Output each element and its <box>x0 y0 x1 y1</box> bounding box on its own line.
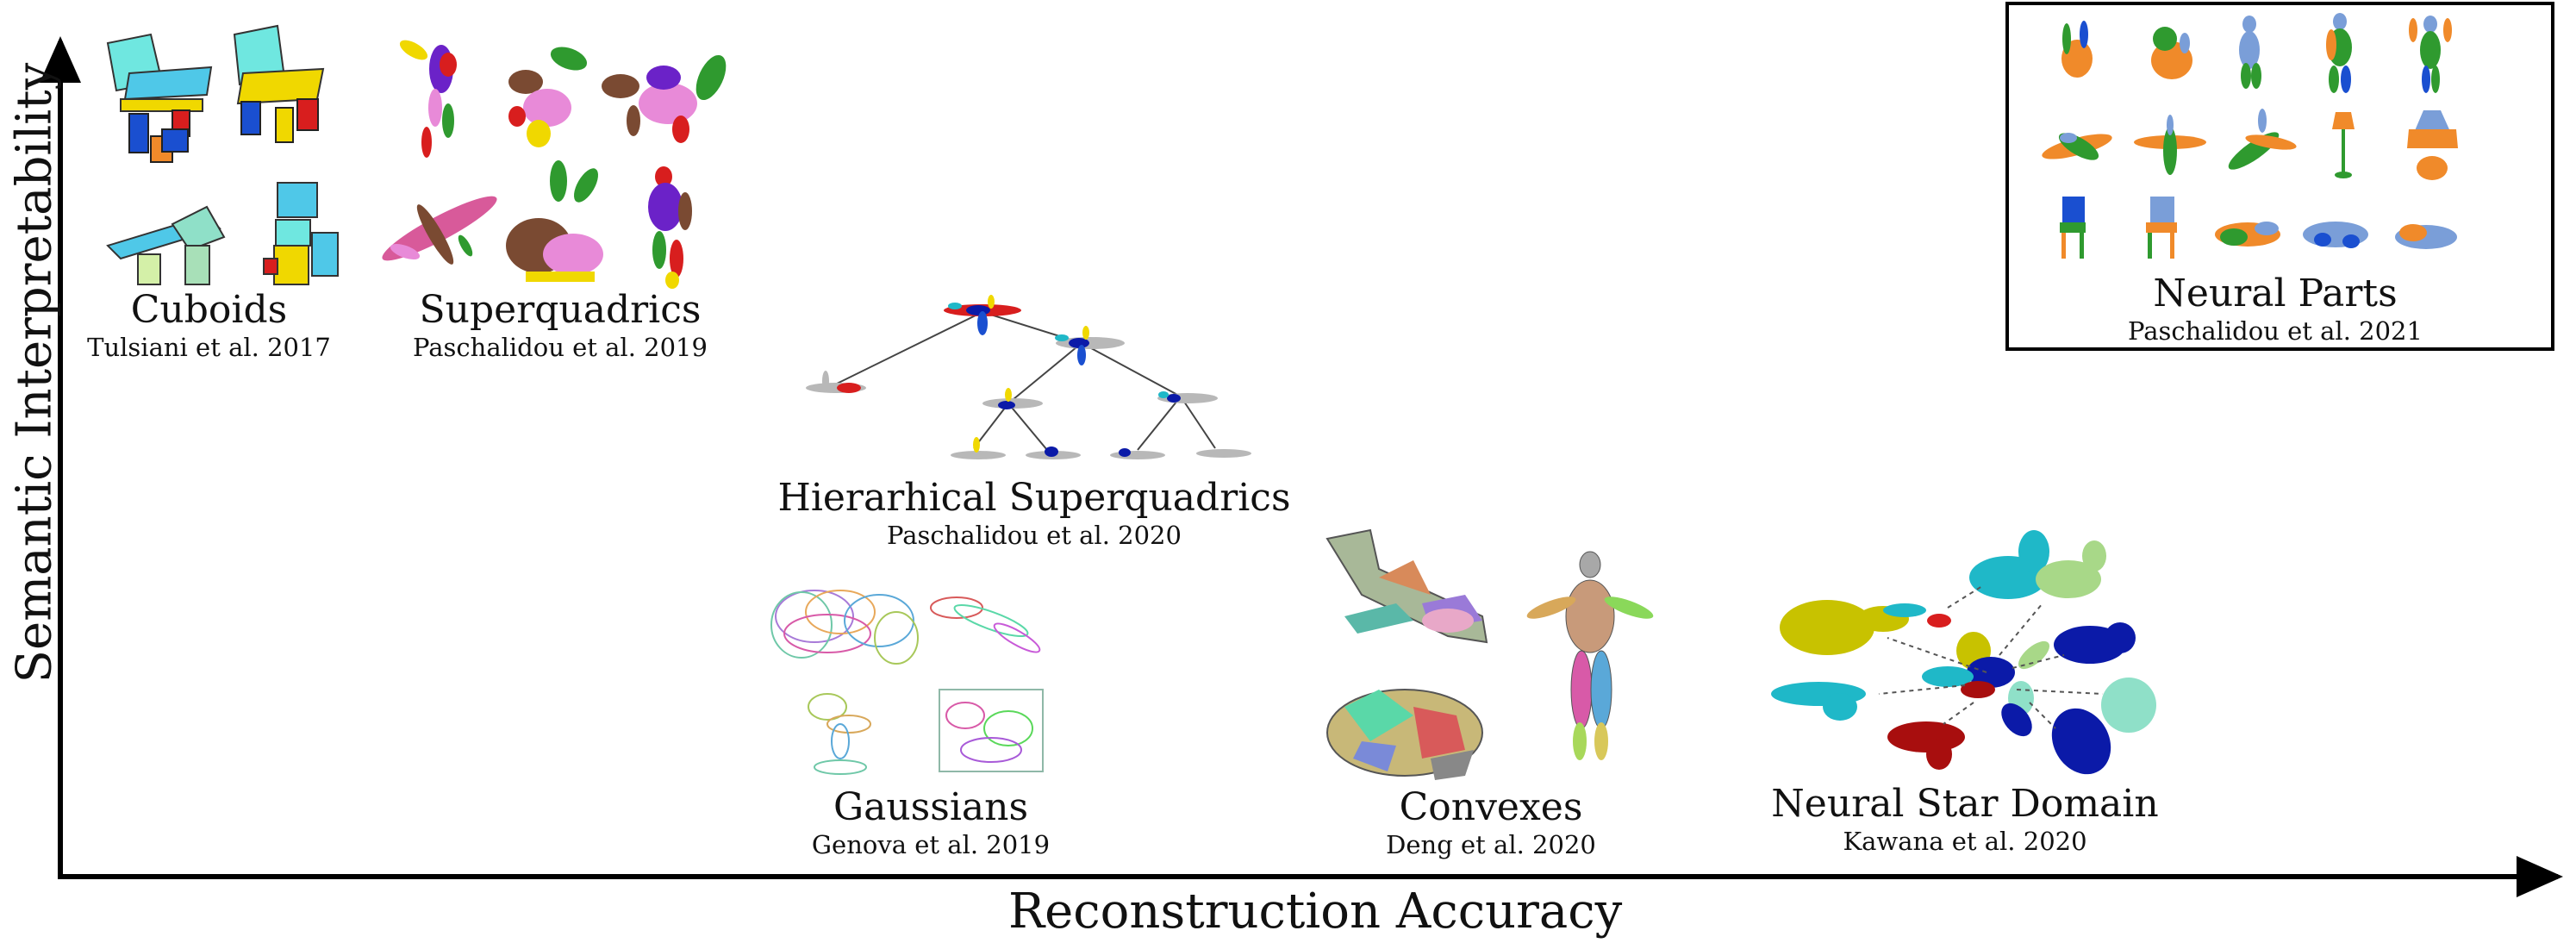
method-label-nsd: Neural Star Domain Kawana et al. 2020 <box>1724 783 2206 857</box>
method-citation: Tulsiani et al. 2017 <box>87 333 331 362</box>
method-citation: Paschalidou et al. 2019 <box>413 333 708 362</box>
method-name: Convexes <box>1399 785 1583 829</box>
method-label-cuboids: Cuboids Tulsiani et al. 2017 <box>52 289 366 363</box>
gaussians-shapes <box>770 590 1044 775</box>
method-citation: Paschalidou et al. 2021 <box>2128 316 2423 346</box>
method-name: Hierarhical Superquadrics <box>777 476 1291 520</box>
method-name: Superquadrics <box>419 288 702 332</box>
nsd-shapes <box>1771 530 2156 775</box>
method-citation: Deng et al. 2020 <box>1386 830 1596 859</box>
method-citation: Kawana et al. 2020 <box>1843 827 2087 856</box>
hierarchical-tree <box>806 295 1251 459</box>
method-name: Cuboids <box>130 288 288 332</box>
method-label-gaussians: Gaussians Genova et al. 2019 <box>758 786 1103 860</box>
method-label-neural-parts: Neural Parts Paschalidou et al. 2021 <box>2017 272 2534 347</box>
method-label-superquadrics: Superquadrics Paschalidou et al. 2019 <box>379 289 741 363</box>
method-name: Neural Parts <box>2153 272 2398 315</box>
method-citation: Paschalidou et al. 2020 <box>887 521 1182 550</box>
x-axis-title: Reconstruction Accuracy <box>1008 884 1623 940</box>
method-label-convexes: Convexes Deng et al. 2020 <box>1319 786 1663 860</box>
cuboids-shapes <box>106 24 339 285</box>
method-name: Gaussians <box>833 785 1029 829</box>
neural-parts-inset <box>2005 2 2554 351</box>
y-axis-title: Semantic Interpretability <box>6 62 63 684</box>
method-name: Neural Star Domain <box>1771 782 2159 826</box>
neural-parts-shapes <box>2042 13 2458 259</box>
convexes-shapes <box>1325 528 1654 780</box>
method-label-hierarchical: Hierarhical Superquadrics Paschalidou et… <box>776 477 1293 551</box>
method-citation: Genova et al. 2019 <box>811 830 1051 859</box>
superquadrics-shapes <box>382 40 727 289</box>
